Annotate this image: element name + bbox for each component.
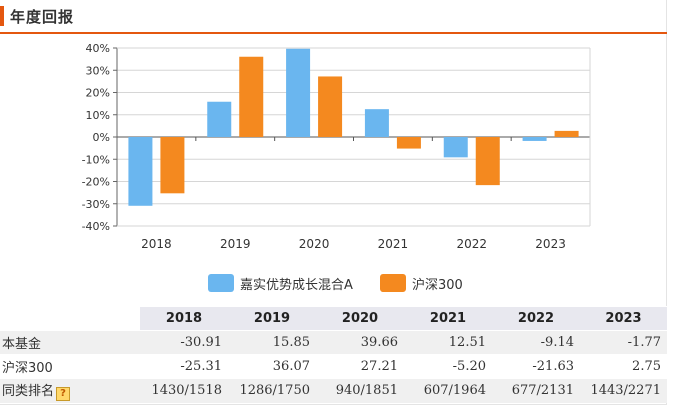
legend-item-fund[interactable]: 嘉实优势成长混合A <box>208 272 353 294</box>
y-tick-label: -20% <box>82 176 110 189</box>
chart-legend: 嘉实优势成长混合A 沪深300 <box>0 272 667 294</box>
table-header-year: 2023 <box>580 306 667 331</box>
y-tick-label: -10% <box>82 153 110 166</box>
table-cell: 940/1851 <box>316 378 404 403</box>
table-cell: -30.91 <box>140 330 228 355</box>
table-header-blank <box>0 306 140 331</box>
table-cell: 1430/1518 <box>140 378 228 403</box>
bar-index <box>475 137 500 186</box>
table-cell: -9.14 <box>492 330 580 355</box>
table-cell: 36.07 <box>228 354 316 379</box>
table-cell: -25.31 <box>140 354 228 379</box>
bar-index <box>160 137 185 194</box>
bar-index <box>554 130 579 137</box>
x-tick-label: 2018 <box>141 237 172 251</box>
y-tick-label: -40% <box>82 220 110 233</box>
row-label: 本基金 <box>0 330 140 355</box>
bar-fund <box>522 137 547 141</box>
legend-swatch-fund <box>208 274 234 292</box>
table-row-rank: 同类排名? 1430/1518 1286/1750 940/1851 607/1… <box>0 378 667 403</box>
table-cell: -21.63 <box>492 354 580 379</box>
x-tick-label: 2022 <box>456 237 487 251</box>
annual-return-table: 2018 2019 2020 2021 2022 2023 本基金 -30.91… <box>0 306 667 403</box>
bar-fund <box>207 101 232 137</box>
table-cell: 15.85 <box>228 330 316 355</box>
legend-label-fund: 嘉实优势成长混合A <box>240 277 353 293</box>
legend-item-index[interactable]: 沪深300 <box>380 272 463 294</box>
panel-header: 年度回报 <box>0 0 667 34</box>
bar-fund <box>128 137 153 206</box>
bar-fund <box>364 109 389 137</box>
table-header-year: 2021 <box>404 306 492 331</box>
legend-swatch-index <box>380 274 406 292</box>
table-header-year: 2019 <box>228 306 316 331</box>
row-label: 沪深300 <box>0 354 140 379</box>
table-cell: -5.20 <box>404 354 492 379</box>
table-header-row: 2018 2019 2020 2021 2022 2023 <box>0 306 667 331</box>
bar-index <box>239 56 264 137</box>
table-cell: 2.75 <box>580 354 667 379</box>
table-cell: 27.21 <box>316 354 404 379</box>
table-header-year: 2020 <box>316 306 404 331</box>
bar-index <box>396 137 421 149</box>
x-tick-label: 2019 <box>220 237 251 251</box>
y-tick-label: -30% <box>82 198 110 211</box>
question-icon[interactable]: ? <box>56 387 71 402</box>
header-accent-bar <box>0 6 4 26</box>
table-row-fund: 本基金 -30.91 15.85 39.66 12.51 -9.14 -1.77 <box>0 330 667 355</box>
panel-title: 年度回报 <box>10 8 75 26</box>
y-tick-label: 40% <box>86 42 110 55</box>
x-tick-label: 2021 <box>378 237 409 251</box>
bar-fund <box>286 48 311 137</box>
legend-label-index: 沪深300 <box>412 277 463 293</box>
bar-index <box>318 76 343 137</box>
row-label: 同类排名 <box>2 384 55 400</box>
y-tick-label: 10% <box>86 109 110 122</box>
table-row-index: 沪深300 -25.31 36.07 27.21 -5.20 -21.63 2.… <box>0 354 667 379</box>
y-tick-label: 0% <box>93 131 110 144</box>
y-tick-label: 20% <box>86 87 110 100</box>
x-tick-label: 2023 <box>535 237 566 251</box>
annual-return-chart: 40% 30% 20% 10% 0% -10% -20% -30% -40% 2018 2019 20… <box>82 42 591 251</box>
table-header-year: 2018 <box>140 306 228 331</box>
table-header-year: 2022 <box>492 306 580 331</box>
table-cell: 12.51 <box>404 330 492 355</box>
x-tick-label: 2020 <box>299 237 330 251</box>
row-label-rank: 同类排名? <box>0 378 140 403</box>
table-cell: 1443/2271 <box>580 378 667 403</box>
bar-fund <box>443 137 468 158</box>
table-cell: 1286/1750 <box>228 378 316 403</box>
table-cell: -1.77 <box>580 330 667 355</box>
table-cell: 677/2131 <box>492 378 580 403</box>
table-cell: 39.66 <box>316 330 404 355</box>
y-tick-label: 30% <box>86 64 110 77</box>
table-cell: 607/1964 <box>404 378 492 403</box>
